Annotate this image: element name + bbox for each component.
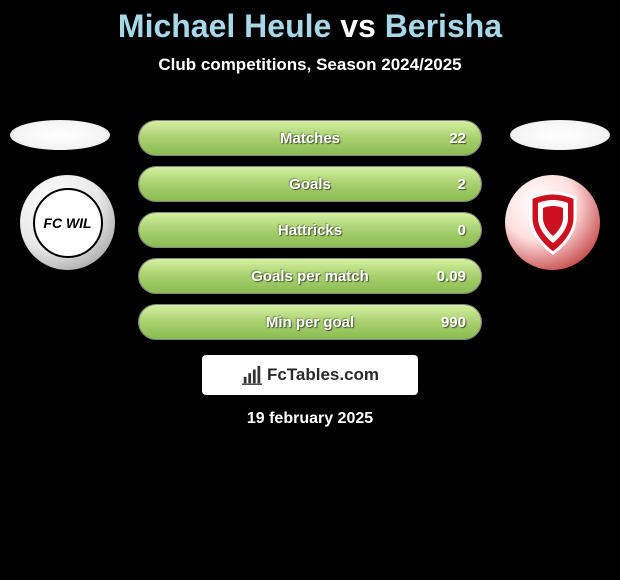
stat-value-right: 0.09: [437, 259, 466, 293]
stat-row-matches: Matches 22: [138, 120, 482, 156]
comparison-title: Michael Heule vs Berisha: [0, 0, 620, 45]
player1-name: Michael Heule: [118, 8, 331, 44]
stat-row-min-per-goal: Min per goal 990: [138, 304, 482, 340]
stat-row-hattricks: Hattricks 0: [138, 212, 482, 248]
subtitle: Club competitions, Season 2024/2025: [0, 55, 620, 75]
stat-label: Goals: [139, 167, 481, 201]
stat-label: Hattricks: [139, 213, 481, 247]
stat-label: Min per goal: [139, 305, 481, 339]
stat-label: Goals per match: [139, 259, 481, 293]
club-logo-left: FC WIL: [20, 175, 115, 270]
club-logo-left-text: FC WIL: [33, 188, 103, 258]
stat-label: Matches: [139, 121, 481, 155]
stat-row-goals-per-match: Goals per match 0.09: [138, 258, 482, 294]
player2-name: Berisha: [385, 8, 502, 44]
club-logo-right: [505, 175, 600, 270]
stat-value-right: 2: [458, 167, 466, 201]
shield-icon: [523, 188, 583, 258]
branding-box[interactable]: FcTables.com: [202, 355, 418, 395]
branding-text: FcTables.com: [267, 365, 379, 385]
stat-value-right: 0: [458, 213, 466, 247]
stats-container: Matches 22 Goals 2 Hattricks 0 Goals per…: [138, 120, 482, 350]
stat-value-right: 22: [449, 121, 466, 155]
player1-avatar: [10, 120, 110, 150]
stat-value-right: 990: [441, 305, 466, 339]
vs-text: vs: [340, 8, 376, 44]
stat-row-goals: Goals 2: [138, 166, 482, 202]
date-text: 19 february 2025: [0, 410, 620, 428]
bar-chart-icon: [241, 364, 263, 386]
player2-avatar: [510, 120, 610, 150]
